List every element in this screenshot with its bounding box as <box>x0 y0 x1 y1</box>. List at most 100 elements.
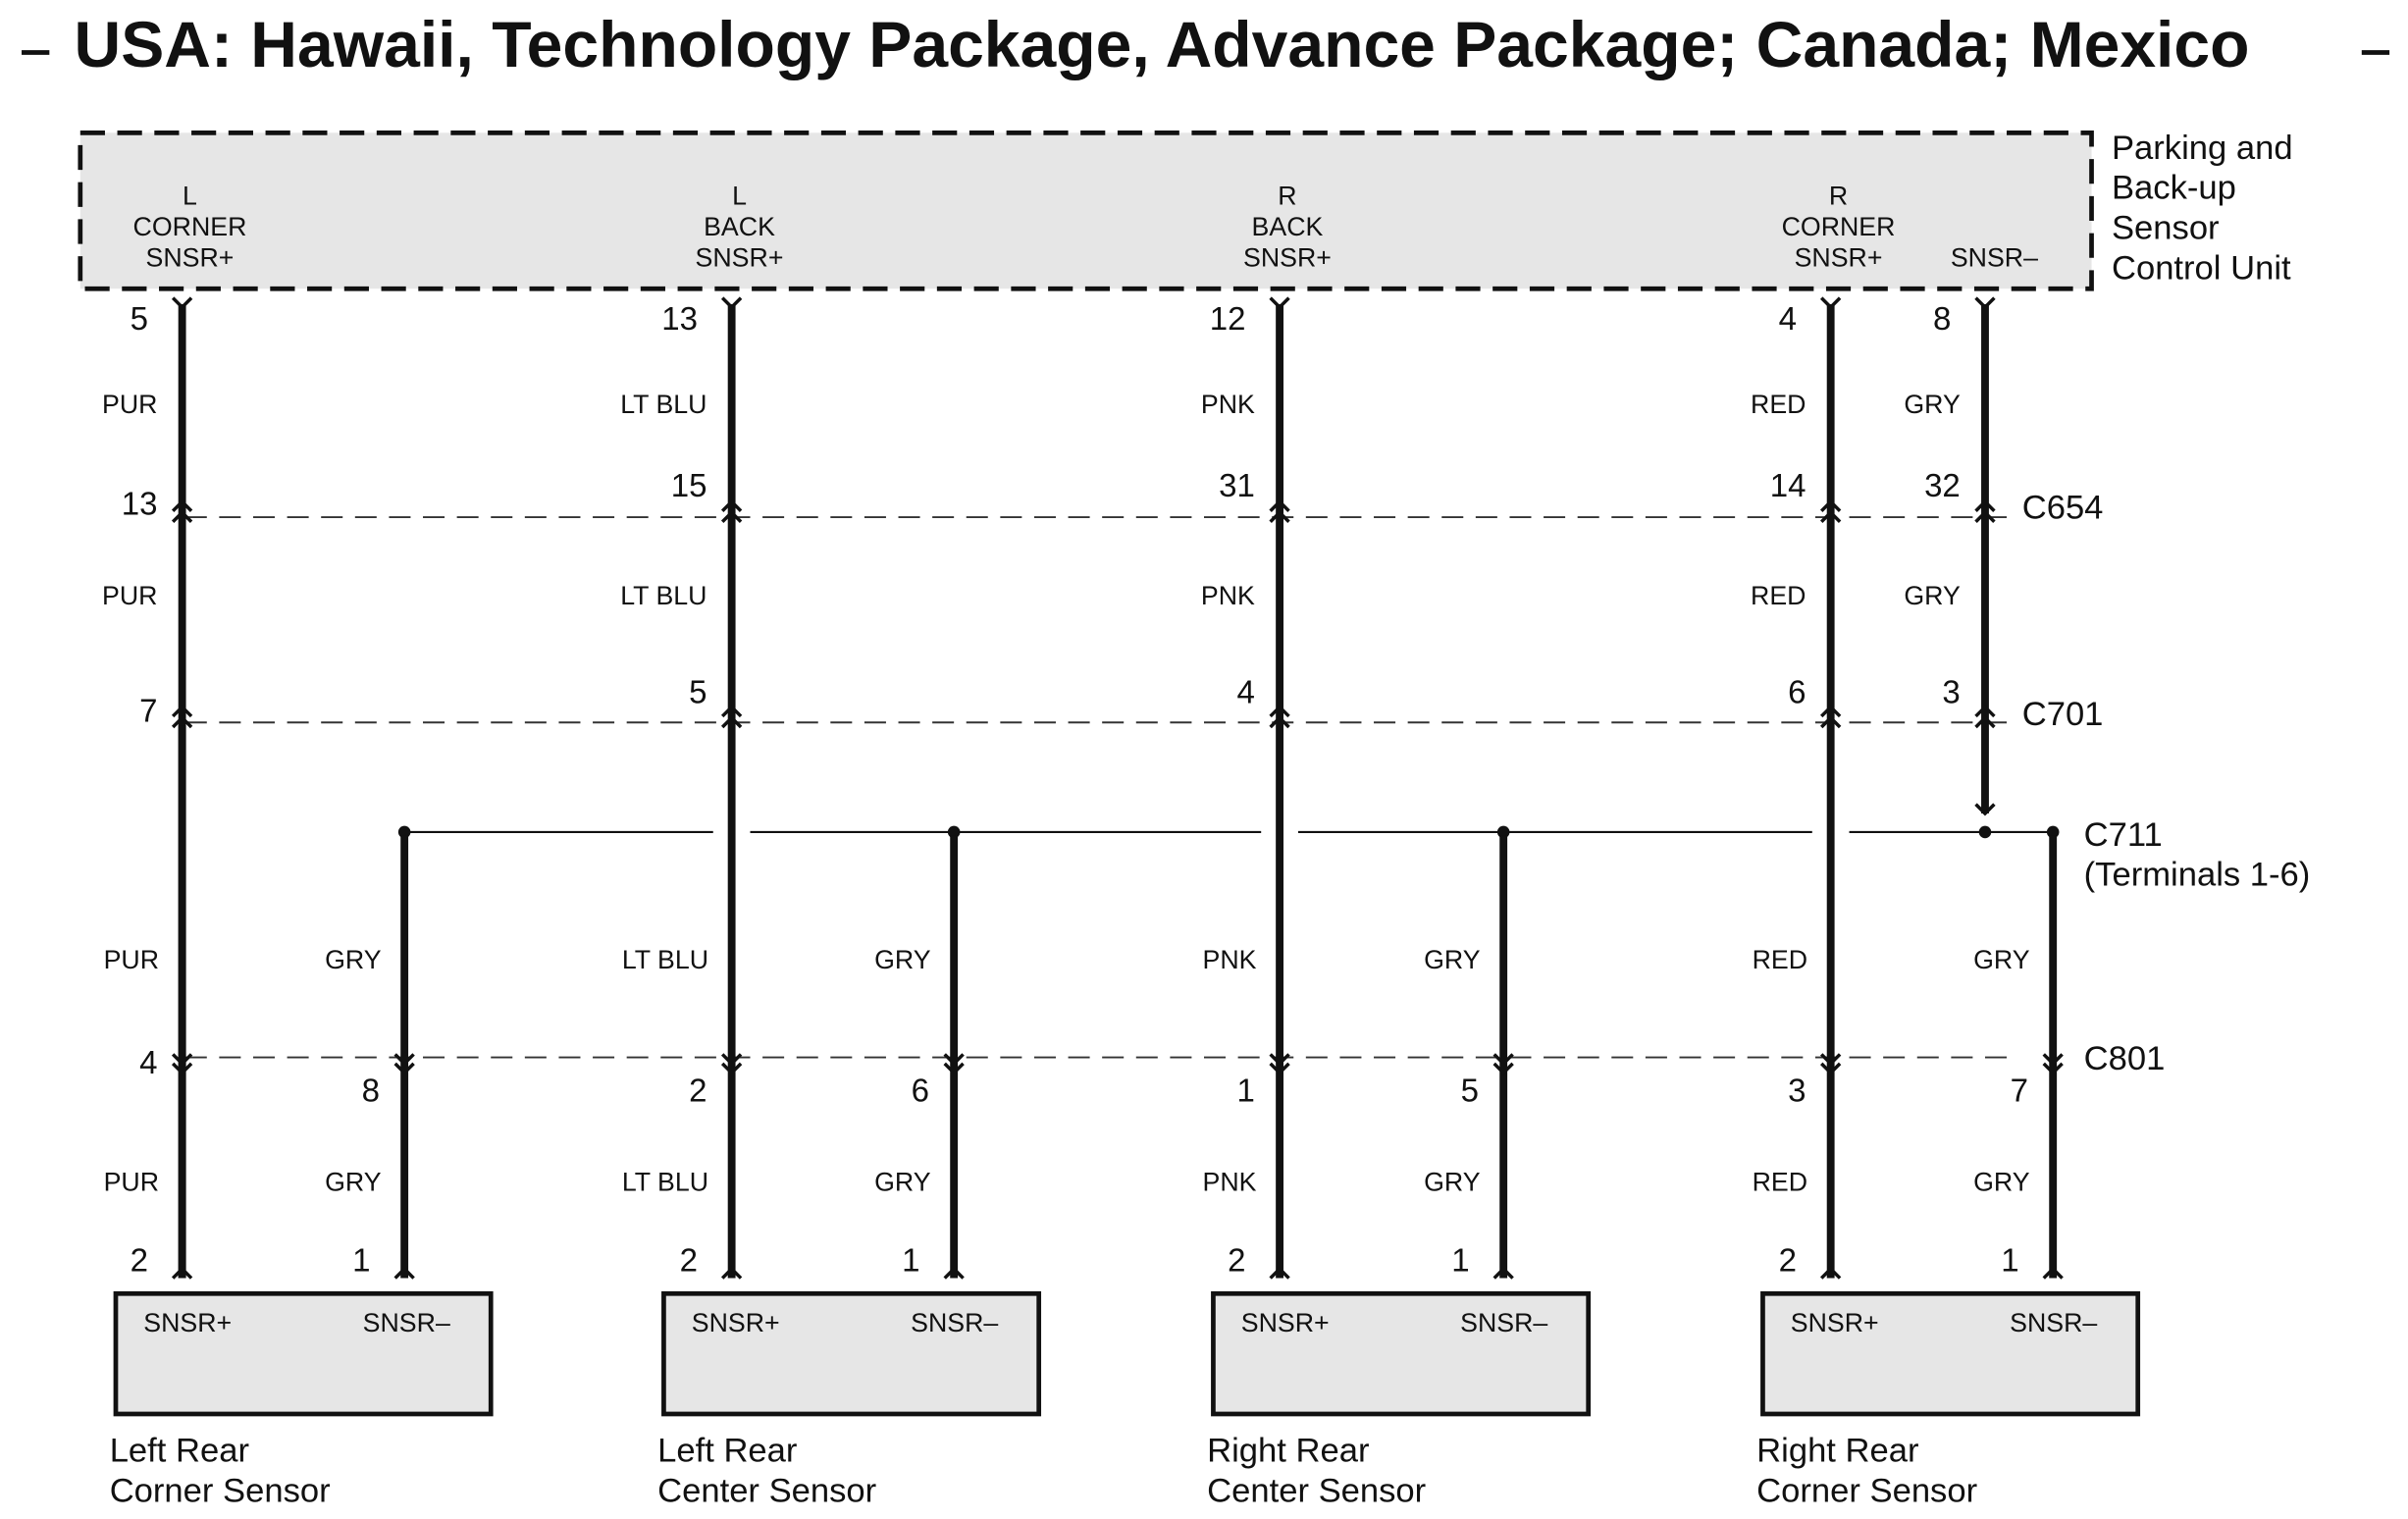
connector-mark <box>1269 296 1290 310</box>
connector-mark <box>171 509 193 523</box>
connector-mark <box>1820 1062 1842 1075</box>
pin-number: 4 <box>1779 300 1797 337</box>
terminal-label: L <box>183 181 197 210</box>
connector-mark <box>1269 509 1290 523</box>
connector-note: (Terminals 1-6) <box>2084 857 2311 894</box>
connector-mark <box>720 498 743 512</box>
connector-mark <box>393 1062 415 1075</box>
sensor-name: Corner Sensor <box>110 1472 331 1509</box>
wire-color: GRY <box>1424 1168 1481 1197</box>
wire-color: RED <box>1751 390 1806 419</box>
sensor-name: Center Sensor <box>657 1472 876 1509</box>
wire-color: LT BLU <box>620 390 707 419</box>
wire-color: RED <box>1753 945 1807 974</box>
sensor-terminal: SNSR+ <box>143 1308 232 1337</box>
connector-mark <box>1820 715 1842 729</box>
connector-mark <box>720 296 743 310</box>
sensor-name: Right Rear <box>1756 1432 1918 1469</box>
sensor-name: Right Rear <box>1207 1432 1369 1469</box>
pin-number: 5 <box>131 300 148 337</box>
connector-mark <box>1492 1266 1514 1280</box>
pin-number: 5 <box>689 674 707 710</box>
connector-mark <box>1269 715 1290 729</box>
connector-mark <box>1492 1053 1514 1067</box>
connector-mark <box>943 1053 965 1067</box>
terminal-label: SNSR+ <box>1795 242 1883 272</box>
pin-number: 1 <box>1237 1073 1255 1109</box>
connector-mark <box>2042 1062 2064 1075</box>
connector-mark <box>720 1266 743 1280</box>
connector-mark <box>1269 1062 1290 1075</box>
sensor-name: Corner Sensor <box>1756 1472 1977 1509</box>
wire-color: GRY <box>1424 945 1481 974</box>
connector-mark <box>171 498 193 512</box>
wire-color: GRY <box>874 945 931 974</box>
pin-number: 1 <box>902 1242 919 1279</box>
pin-number: 8 <box>1933 300 1951 337</box>
pin-number: 5 <box>1461 1073 1479 1109</box>
pin-number: 31 <box>1219 467 1255 503</box>
pin-number: 2 <box>1228 1242 1245 1279</box>
pin-number: 4 <box>139 1044 157 1080</box>
sensor-name: Center Sensor <box>1207 1472 1426 1509</box>
connector-mark <box>943 1062 965 1075</box>
terminal-label: R <box>1829 181 1848 210</box>
connector-name: C801 <box>2084 1040 2166 1077</box>
terminal-label: R <box>1278 181 1296 210</box>
wire-color: GRY <box>325 1168 382 1197</box>
connector-mark <box>1974 509 1996 523</box>
wire-color: GRY <box>1904 390 1961 419</box>
terminal-label: SNSR– <box>1951 242 2038 272</box>
wire-color: GRY <box>1973 1168 2030 1197</box>
connector-mark <box>1974 296 1996 310</box>
wire-color: GRY <box>1973 945 2030 974</box>
sensor-box <box>1760 1290 2141 1417</box>
pin-number: 2 <box>131 1242 148 1279</box>
pin-number: 3 <box>1788 1073 1806 1109</box>
connector-mark <box>720 509 743 523</box>
connector-name: C654 <box>2022 489 2104 526</box>
sensor-box <box>1211 1290 1592 1417</box>
connector-mark <box>1820 1053 1842 1067</box>
wire-color: PNK <box>1201 581 1255 610</box>
pin-number: 15 <box>671 467 707 503</box>
sensor-terminal: SNSR+ <box>1241 1308 1330 1337</box>
connector-mark <box>2042 1266 2064 1280</box>
connector-mark <box>2042 1053 2064 1067</box>
pin-number: 7 <box>139 693 157 729</box>
pin-number: 13 <box>661 300 698 337</box>
pin-number: 14 <box>1770 467 1806 503</box>
pin-number: 6 <box>1788 674 1806 710</box>
pin-number: 13 <box>122 486 158 522</box>
pin-number: 7 <box>2011 1073 2028 1109</box>
terminal-label: CORNER <box>133 212 247 241</box>
connector-mark <box>171 1053 193 1067</box>
terminal-label: BACK <box>1252 212 1324 241</box>
control-unit-name: Back-up <box>2112 170 2236 207</box>
connector-mark <box>1820 498 1842 512</box>
terminal-label: SNSR+ <box>1243 242 1332 272</box>
wire-color: PUR <box>104 1168 159 1197</box>
sensor-name: Left Rear <box>657 1432 797 1469</box>
connector-mark <box>393 1266 415 1280</box>
terminal-label: CORNER <box>1782 212 1896 241</box>
sensor-box <box>661 1290 1042 1417</box>
connector-mark <box>720 715 743 729</box>
pin-number: 1 <box>1451 1242 1469 1279</box>
pin-number: 32 <box>1924 467 1961 503</box>
connector-mark <box>171 1266 193 1280</box>
connector-mark <box>1974 803 1996 816</box>
pin-number: 1 <box>2001 1242 2018 1279</box>
sensor-terminal: SNSR+ <box>692 1308 780 1337</box>
terminal-label: SNSR+ <box>696 242 784 272</box>
wire-color: PUR <box>102 390 157 419</box>
connector-mark <box>720 705 743 718</box>
connector-mark <box>1492 1062 1514 1075</box>
connector-mark <box>1269 1053 1290 1067</box>
terminal-label: BACK <box>704 212 775 241</box>
connector-mark <box>171 715 193 729</box>
connector-mark <box>720 1053 743 1067</box>
control-unit-name: Parking and <box>2112 130 2293 167</box>
wire-color: PUR <box>104 945 159 974</box>
